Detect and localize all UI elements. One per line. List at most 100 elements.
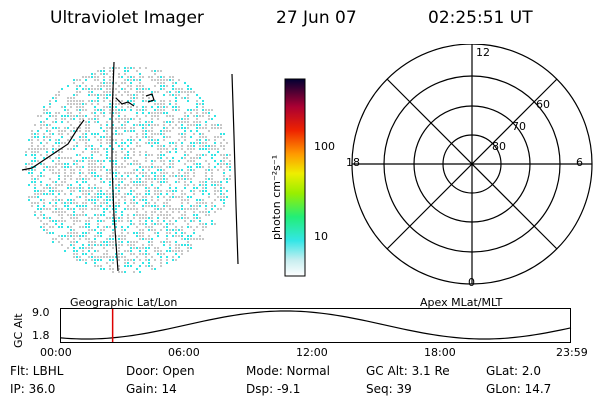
emission-pixel <box>145 130 147 132</box>
emission-pixel <box>85 205 87 207</box>
emission-pixel <box>103 220 105 222</box>
emission-pixel <box>73 238 75 240</box>
emission-pixel <box>151 139 153 141</box>
emission-pixel <box>112 172 114 174</box>
coastline-fragment <box>115 97 135 107</box>
emission-pixel <box>211 181 213 183</box>
emission-pixel <box>124 196 126 198</box>
emission-pixel <box>82 88 84 90</box>
emission-pixel <box>190 247 192 249</box>
emission-pixel <box>91 91 93 93</box>
emission-pixel <box>139 85 141 87</box>
emission-pixel <box>184 178 186 180</box>
emission-pixel <box>187 241 189 243</box>
emission-pixel <box>121 244 123 246</box>
emission-pixel <box>40 226 42 228</box>
emission-pixel <box>163 253 165 255</box>
emission-pixel <box>133 160 135 162</box>
emission-pixel <box>58 139 60 141</box>
emission-pixel <box>97 121 99 123</box>
emission-pixel <box>49 166 51 168</box>
emission-pixel <box>67 202 69 204</box>
emission-pixel <box>70 118 72 120</box>
emission-pixel <box>157 175 159 177</box>
emission-pixel <box>61 142 63 144</box>
emission-pixel <box>109 109 111 111</box>
emission-pixel <box>43 169 45 171</box>
emission-pixel <box>187 100 189 102</box>
emission-pixel <box>205 148 207 150</box>
emission-pixel <box>202 166 204 168</box>
emission-pixel <box>199 220 201 222</box>
emission-pixel <box>178 133 180 135</box>
emission-pixel <box>76 79 78 81</box>
emission-pixel <box>127 145 129 147</box>
emission-pixel <box>130 157 132 159</box>
emission-pixel <box>31 130 33 132</box>
emission-pixel <box>175 142 177 144</box>
emission-pixel <box>166 235 168 237</box>
emission-pixel <box>157 139 159 141</box>
emission-pixel <box>115 220 117 222</box>
emission-pixel <box>49 190 51 192</box>
emission-pixel <box>172 217 174 219</box>
emission-pixel <box>124 202 126 204</box>
emission-pixel <box>151 118 153 120</box>
emission-pixel <box>100 244 102 246</box>
emission-pixel <box>175 145 177 147</box>
emission-pixel <box>202 211 204 213</box>
emission-pixel <box>97 208 99 210</box>
emission-pixel <box>106 91 108 93</box>
emission-pixel <box>196 166 198 168</box>
emission-pixel <box>31 163 33 165</box>
emission-pixel <box>175 232 177 234</box>
emission-pixel <box>190 226 192 228</box>
emission-pixel <box>76 214 78 216</box>
emission-pixel <box>64 175 66 177</box>
emission-pixel <box>76 232 78 234</box>
emission-pixel <box>100 178 102 180</box>
emission-pixel <box>46 118 48 120</box>
lat-label-60: 60 <box>536 98 550 111</box>
emission-pixel <box>109 142 111 144</box>
emission-pixel <box>76 103 78 105</box>
status-glon: GLon: 14.7 <box>486 382 552 396</box>
emission-pixel <box>136 112 138 114</box>
emission-pixel <box>76 160 78 162</box>
emission-pixel <box>106 202 108 204</box>
emission-pixel <box>40 142 42 144</box>
emission-pixel <box>202 142 204 144</box>
emission-pixel <box>34 160 36 162</box>
emission-pixel <box>136 160 138 162</box>
emission-pixel <box>67 199 69 201</box>
emission-pixel <box>55 172 57 174</box>
emission-pixel <box>199 133 201 135</box>
mlt-label-6: 6 <box>576 156 583 169</box>
emission-pixel <box>142 130 144 132</box>
emission-pixel <box>61 220 63 222</box>
emission-pixel <box>136 202 138 204</box>
emission-pixel <box>166 217 168 219</box>
emission-pixel <box>163 121 165 123</box>
emission-pixel <box>166 136 168 138</box>
meridian-right <box>231 73 239 265</box>
emission-pixel <box>199 184 201 186</box>
emission-pixel <box>73 163 75 165</box>
emission-pixel <box>172 148 174 150</box>
emission-pixel <box>61 88 63 90</box>
emission-pixel <box>79 247 81 249</box>
emission-pixel <box>112 229 114 231</box>
emission-pixel <box>106 253 108 255</box>
emission-pixel <box>163 148 165 150</box>
emission-pixel <box>82 187 84 189</box>
emission-pixel <box>106 199 108 201</box>
emission-pixel <box>124 250 126 252</box>
emission-pixel <box>64 250 66 252</box>
emission-pixel <box>223 163 225 165</box>
emission-pixel <box>73 202 75 204</box>
emission-pixel <box>127 208 129 210</box>
emission-pixel <box>205 169 207 171</box>
emission-pixel <box>154 133 156 135</box>
emission-pixel <box>88 187 90 189</box>
emission-pixel <box>190 196 192 198</box>
